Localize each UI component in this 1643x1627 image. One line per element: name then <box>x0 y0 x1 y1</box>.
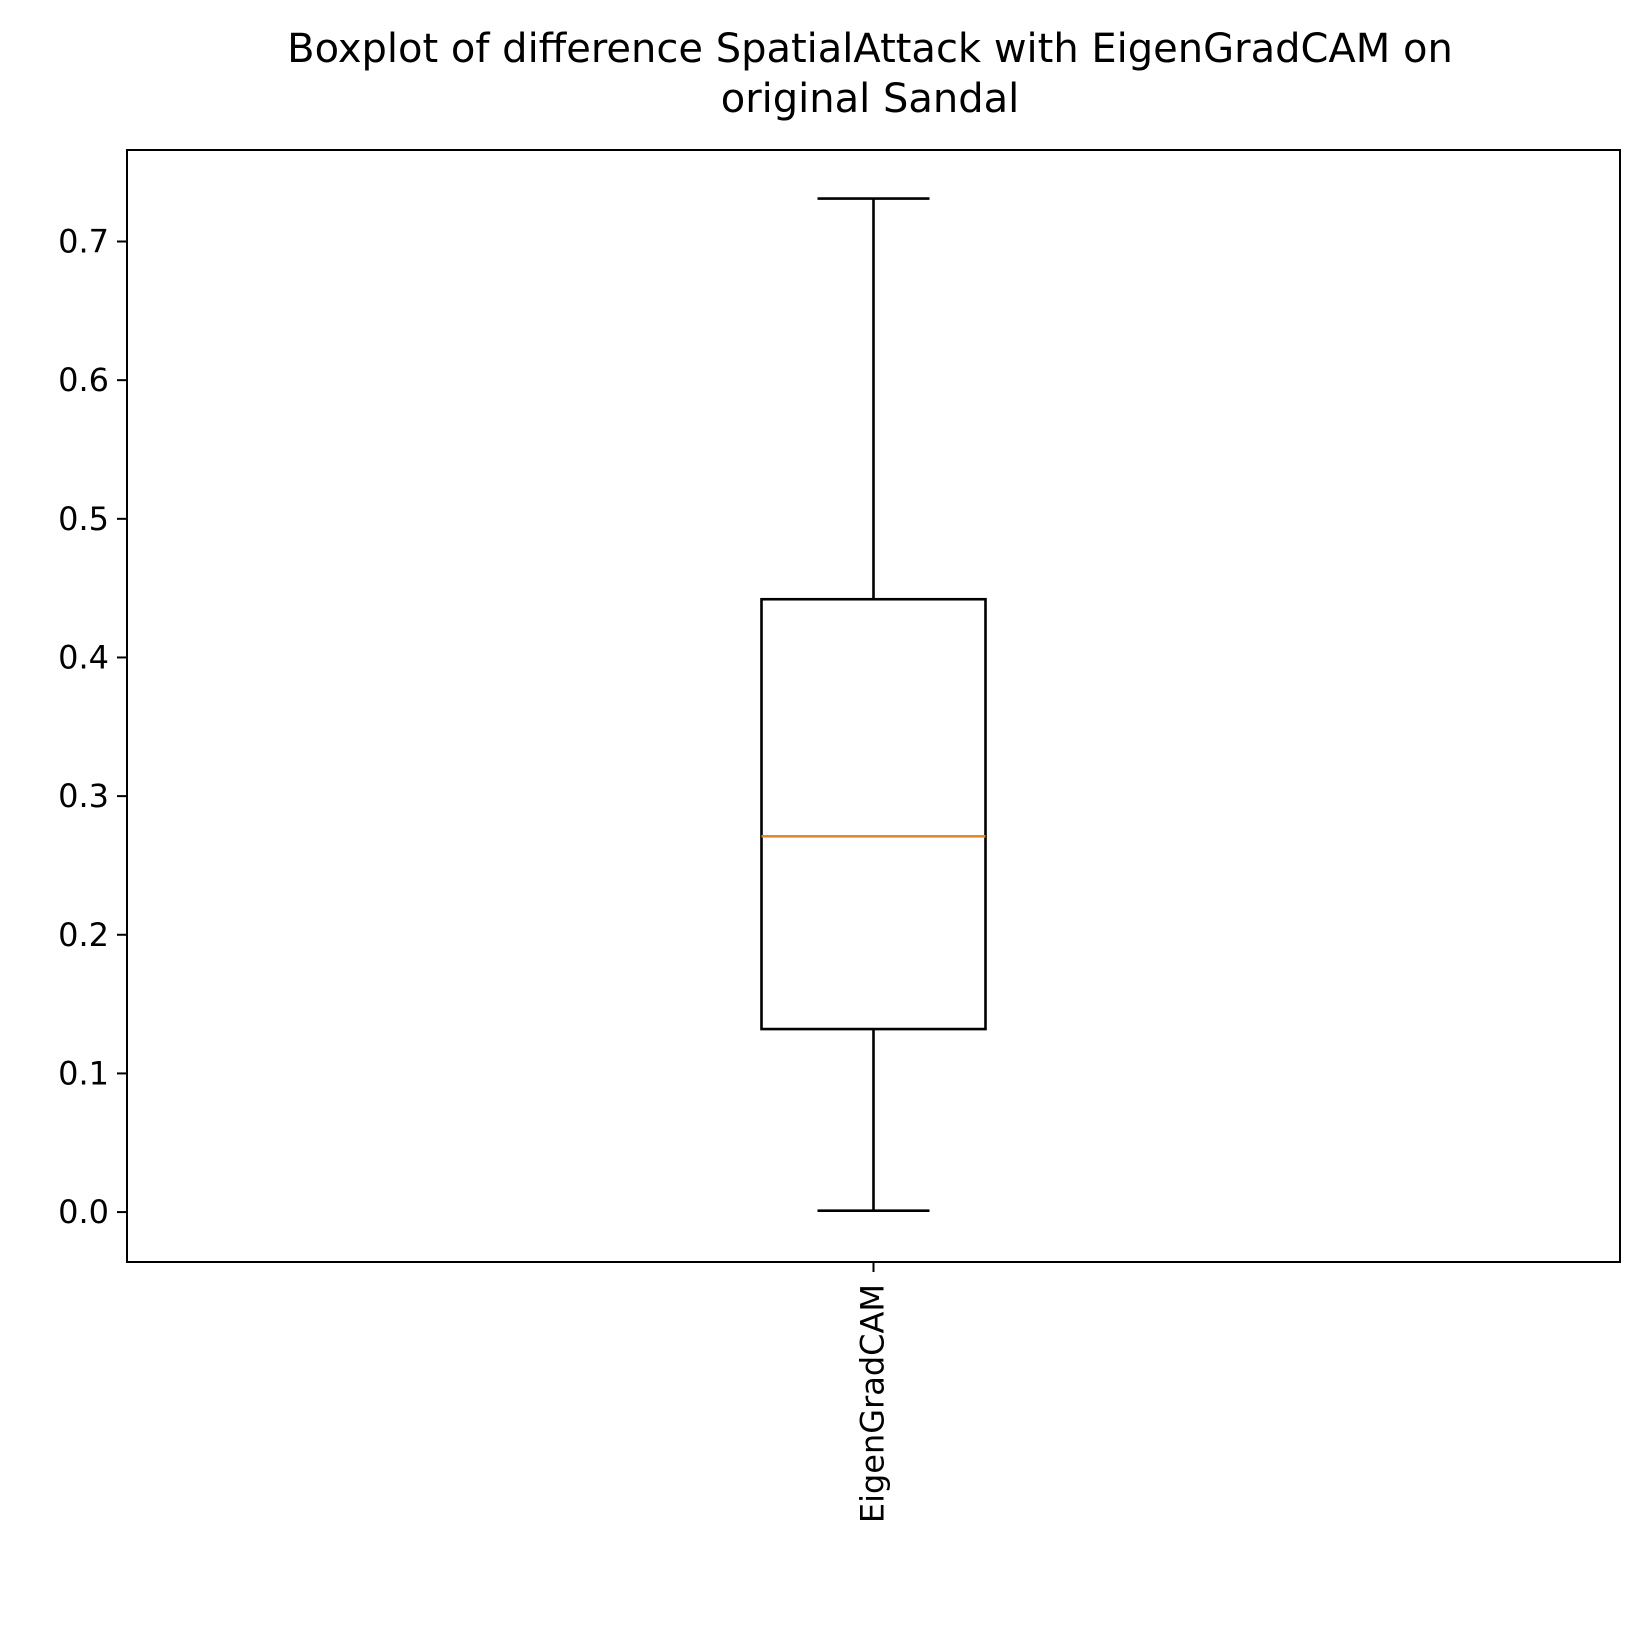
chart-title: Boxplot of difference SpatialAttack with… <box>120 24 1620 124</box>
iqr-box <box>760 597 987 1031</box>
y-tick-label: 0.0 <box>58 1193 109 1231</box>
y-tick-label: 0.3 <box>58 777 109 815</box>
y-tick-label: 0.5 <box>58 500 109 538</box>
chart-title-line-2: original Sandal <box>720 76 1020 122</box>
plot-layer: 0.0 0.1 0.2 0.3 0.4 0.5 0.6 0.7 EigenGradCAM <box>58 149 1621 1523</box>
y-tick-label: 0.7 <box>58 223 109 261</box>
y-tick-label: 0.2 <box>58 916 109 954</box>
y-tick-label: 0.1 <box>58 1054 109 1092</box>
y-tick-label: 0.4 <box>58 638 109 676</box>
y-tick-label: 0.6 <box>58 361 109 399</box>
x-tick-label: EigenGradCAM <box>854 1284 892 1523</box>
chart-title-line-1: Boxplot of difference SpatialAttack with… <box>287 26 1453 72</box>
